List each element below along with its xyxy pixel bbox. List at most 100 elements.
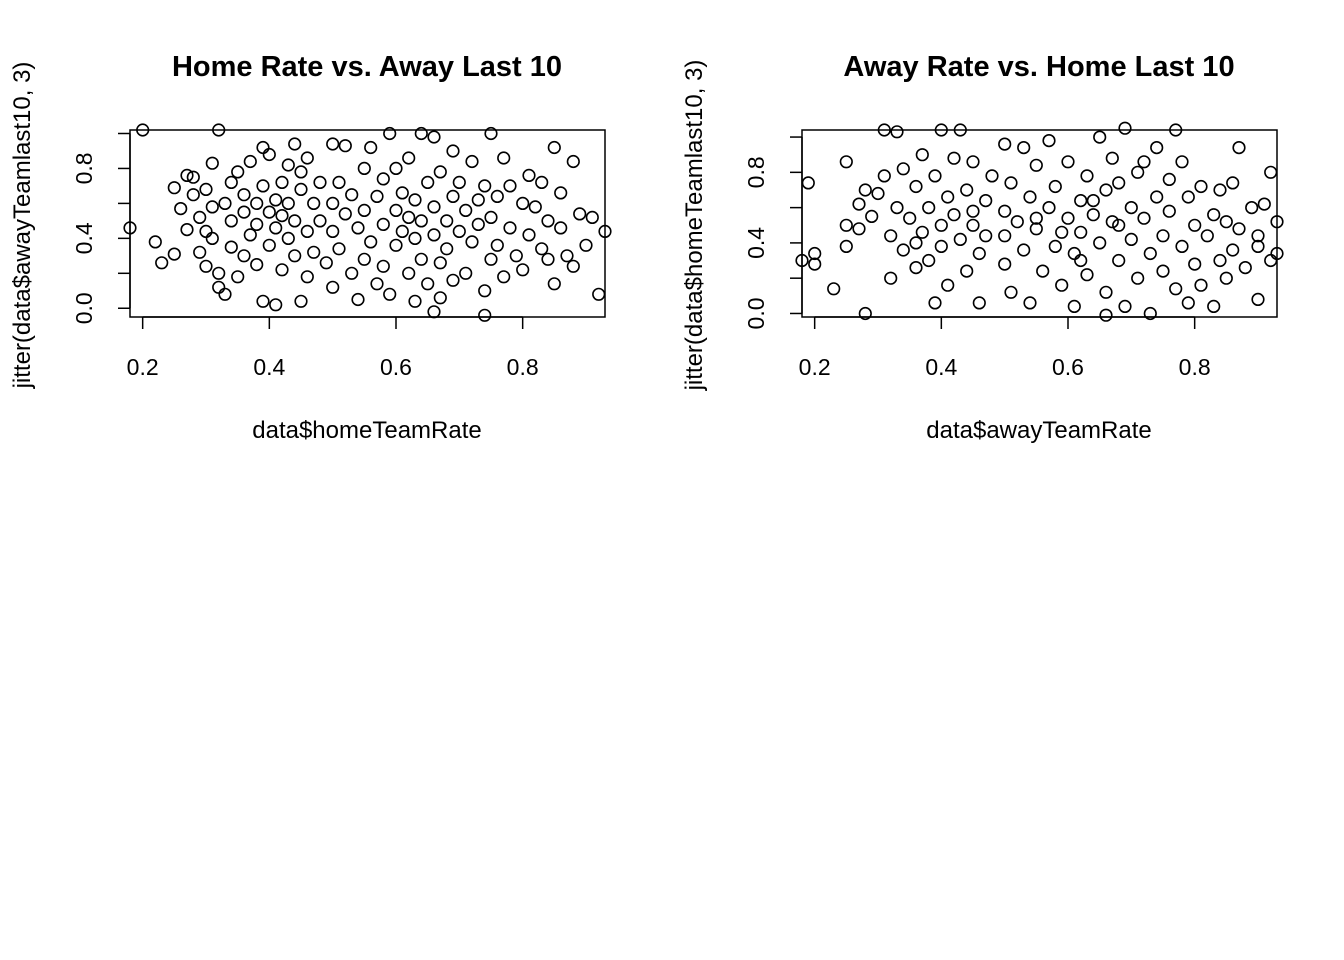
data-point <box>979 229 993 243</box>
data-point <box>370 189 384 203</box>
data-point <box>1175 239 1189 253</box>
data-point <box>598 224 612 238</box>
data-point <box>1074 253 1088 268</box>
data-point <box>490 189 504 203</box>
data-point <box>497 270 511 284</box>
data-point <box>427 305 441 319</box>
data-point <box>212 280 226 294</box>
data-point <box>300 151 314 165</box>
data-point <box>288 137 302 151</box>
data-point <box>922 253 936 268</box>
x-tick-label: 0.2 <box>127 354 159 380</box>
data-point <box>884 229 898 243</box>
data-point <box>313 175 327 189</box>
data-point <box>269 221 283 235</box>
data-point <box>433 291 447 305</box>
data-point <box>541 252 555 266</box>
data-point <box>1131 165 1145 179</box>
data-point <box>1143 246 1157 261</box>
data-point <box>319 256 333 270</box>
data-point <box>275 209 289 223</box>
x-axis-label: data$awayTeamRate <box>926 417 1151 444</box>
data-point <box>1017 141 1031 155</box>
data-point <box>928 169 942 183</box>
data-point <box>1105 215 1119 229</box>
data-point <box>1067 299 1081 314</box>
data-point <box>1010 215 1024 229</box>
data-point <box>433 165 447 179</box>
data-point <box>1124 201 1138 215</box>
data-point <box>300 270 314 284</box>
data-point <box>1150 141 1164 155</box>
data-point <box>224 175 238 189</box>
data-point <box>1226 176 1240 190</box>
data-point <box>1162 204 1176 218</box>
data-point <box>294 182 308 196</box>
data-point <box>541 214 555 228</box>
data-point <box>966 218 980 232</box>
data-point <box>1213 253 1227 268</box>
data-point <box>1162 172 1176 186</box>
data-point <box>871 186 885 201</box>
data-point <box>1181 190 1195 204</box>
data-point <box>174 202 188 216</box>
data-point <box>985 169 999 183</box>
data-point <box>452 175 466 189</box>
data-point <box>1067 246 1081 261</box>
data-point <box>250 196 264 210</box>
data-point <box>909 261 923 275</box>
data-point <box>852 222 866 236</box>
data-point <box>262 238 276 252</box>
data-point <box>256 179 270 193</box>
data-point <box>275 263 289 277</box>
data-point <box>370 277 384 291</box>
data-point <box>1175 155 1189 169</box>
data-point <box>199 259 213 273</box>
data-point <box>326 280 340 294</box>
data-point <box>1270 215 1284 229</box>
data-point <box>256 294 270 308</box>
data-point <box>433 256 447 270</box>
data-point <box>1074 225 1088 239</box>
y-tick-label: 0.8 <box>743 156 769 188</box>
data-point <box>1086 194 1100 208</box>
data-point <box>947 208 961 222</box>
data-point <box>566 154 580 169</box>
data-point <box>1156 229 1170 243</box>
data-point <box>357 252 371 266</box>
data-point <box>1112 253 1126 268</box>
data-point <box>471 217 485 231</box>
data-point <box>953 232 967 246</box>
data-point <box>484 210 498 224</box>
x-tick-label: 0.6 <box>380 354 412 380</box>
data-point <box>960 183 974 197</box>
data-point <box>1181 296 1195 310</box>
y-axis-ticks: 0.0 0.4 0.8 <box>743 136 802 329</box>
data-point <box>421 175 435 189</box>
data-point <box>503 221 517 235</box>
data-point <box>877 169 891 183</box>
data-point <box>1048 239 1062 253</box>
y-axis-label: jitter(data$awayTeamlast10, 3) <box>9 62 36 390</box>
data-point <box>199 224 213 238</box>
data-point <box>1118 299 1132 314</box>
data-point <box>237 249 251 263</box>
data-point <box>440 214 454 228</box>
data-point <box>402 266 416 280</box>
data-point <box>1118 121 1132 135</box>
data-point <box>402 210 416 224</box>
data-point <box>934 123 948 137</box>
data-point <box>1251 239 1265 253</box>
data-point <box>218 196 232 210</box>
data-point <box>1219 271 1233 285</box>
data-point <box>395 186 409 200</box>
data-point <box>852 197 866 211</box>
data-point <box>427 130 441 144</box>
data-point <box>440 242 454 256</box>
data-point <box>1188 218 1202 232</box>
data-point <box>281 231 295 245</box>
data-point <box>205 200 219 214</box>
data-point <box>1004 176 1018 190</box>
data-point <box>1194 278 1208 292</box>
data-point <box>402 151 416 165</box>
